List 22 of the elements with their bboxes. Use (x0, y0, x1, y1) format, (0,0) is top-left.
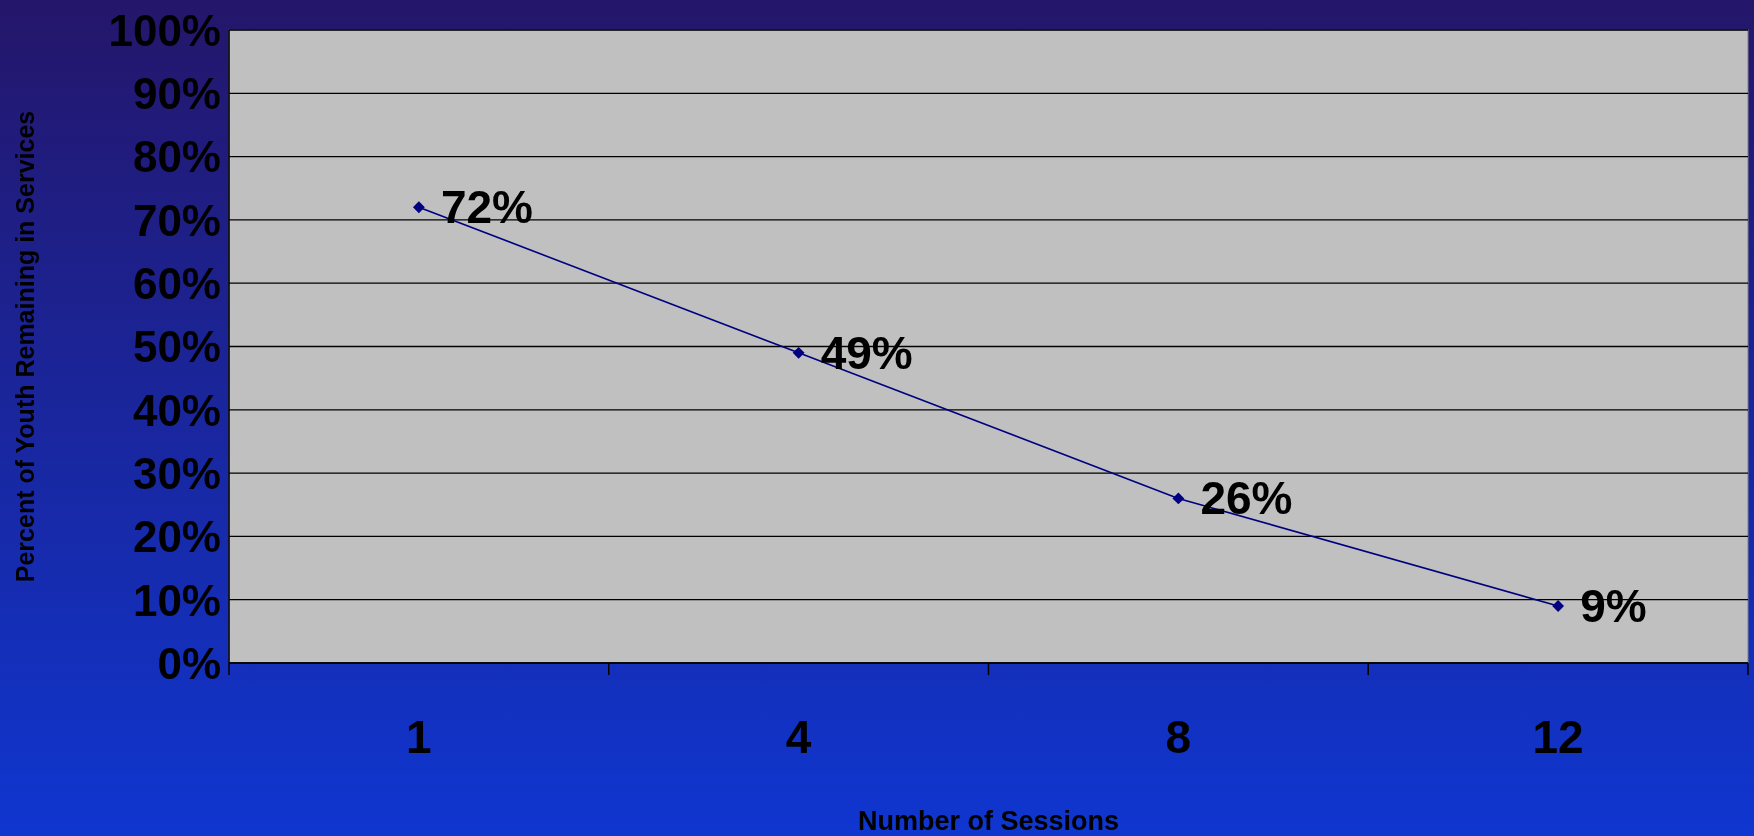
y-tick-label: 20% (132, 512, 221, 562)
y-tick-label: 100% (108, 5, 221, 55)
y-axis-title: Percent of Youth Remaining in Services (11, 110, 39, 583)
x-tick-label: 8 (1165, 711, 1192, 763)
y-tick-label: 90% (132, 69, 221, 119)
y-tick-label: 80% (132, 132, 221, 182)
y-tick-label: 30% (132, 448, 221, 498)
y-tick-label: 40% (132, 385, 221, 435)
data-label: 26% (1200, 472, 1293, 525)
point (1172, 492, 1185, 505)
x-tick-label: 1 (406, 711, 432, 763)
x-axis-title: Number of Sessions (857, 806, 1120, 836)
y-tick-label: 70% (132, 195, 221, 245)
point (1552, 600, 1565, 612)
y-tick-label: 50% (132, 322, 221, 372)
y-tick-label: 10% (132, 575, 221, 625)
x-tick-label: 4 (785, 711, 812, 763)
x-tick-label: 12 (1532, 711, 1584, 763)
point (412, 201, 425, 214)
y-tick-label: 60% (132, 259, 221, 309)
point (792, 346, 805, 359)
y-tick-label: 0% (157, 638, 221, 688)
